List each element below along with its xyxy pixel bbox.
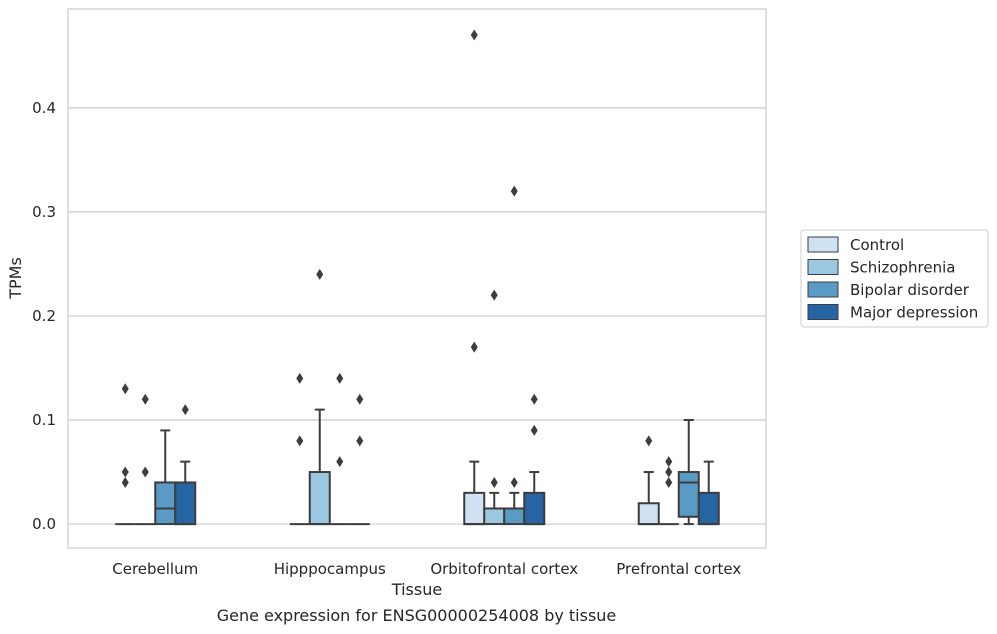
outlier-point xyxy=(510,185,518,197)
x-tick-label: Cerebellum xyxy=(112,560,198,578)
outlier-point xyxy=(665,456,673,468)
legend-label: Control xyxy=(850,236,904,254)
x-tick-label: Orbitofrontal cortex xyxy=(430,560,578,578)
box-control xyxy=(463,29,486,526)
y-tick-label: 0.0 xyxy=(32,515,56,533)
outlier-point xyxy=(336,456,344,468)
box-major-depression xyxy=(349,393,370,526)
plot-area-frame xyxy=(67,8,767,549)
legend-swatch xyxy=(807,304,839,320)
x-axis-ticks: Cerebellum Hipppocampus Orbitofrontal cort… xyxy=(112,560,741,578)
box-bipolar-disorder xyxy=(329,372,350,526)
outlier-point xyxy=(336,372,344,384)
outlier-point xyxy=(530,393,538,405)
box-body xyxy=(154,481,177,526)
outlier-point xyxy=(121,383,129,395)
outlier-point xyxy=(356,393,364,405)
box-schizophrenia xyxy=(658,456,679,526)
box-major-depression xyxy=(174,404,197,526)
y-tick-label: 0.3 xyxy=(32,203,56,221)
box-body xyxy=(697,491,720,526)
box-body xyxy=(174,481,197,526)
outlier-point xyxy=(316,268,324,280)
box-schizophrenia xyxy=(308,268,331,526)
legend-label: Major depression xyxy=(850,304,978,322)
outlier-point xyxy=(121,466,129,478)
y-axis-ticks: 0.0 0.1 0.2 0.3 0.4 xyxy=(32,99,56,533)
y-tick-label: 0.2 xyxy=(32,307,56,325)
box-plot-boxes xyxy=(115,29,720,526)
chart-caption: Gene expression for ENSG00000254008 by t… xyxy=(216,606,617,625)
box-control xyxy=(115,383,136,526)
x-tick-label: Prefrontal cortex xyxy=(616,560,741,578)
y-axis-title: TPMs xyxy=(6,257,25,300)
box-body xyxy=(463,491,486,526)
box-body xyxy=(677,471,700,518)
legend-label: Bipolar disorder xyxy=(850,281,970,299)
outlier-point xyxy=(356,435,364,447)
box-bipolar-disorder xyxy=(677,419,700,526)
box-control xyxy=(289,372,310,526)
y-tick-label: 0.4 xyxy=(32,99,56,117)
outlier-point xyxy=(296,435,304,447)
outlier-point xyxy=(470,29,478,41)
outlier-point xyxy=(141,466,149,478)
legend-label: Schizophrenia xyxy=(850,259,955,277)
box-major-depression xyxy=(697,460,720,526)
outlier-point xyxy=(665,476,673,488)
gridlines xyxy=(68,107,766,525)
box-control xyxy=(637,435,660,526)
outlier-point xyxy=(141,393,149,405)
box-major-depression xyxy=(523,393,546,526)
box-body xyxy=(308,471,331,526)
outlier-point xyxy=(490,289,498,301)
legend-swatch xyxy=(807,259,839,275)
x-tick-label: Hipppocampus xyxy=(274,560,386,578)
box-body xyxy=(637,502,660,526)
x-axis-title: Tissue xyxy=(391,580,442,599)
legend-frame xyxy=(800,229,989,328)
outlier-point xyxy=(665,466,673,478)
outlier-point xyxy=(645,435,653,447)
box-bipolar-disorder xyxy=(154,429,177,526)
outlier-point xyxy=(181,404,189,416)
outlier-point xyxy=(530,424,538,436)
box-bipolar-disorder xyxy=(503,185,526,526)
outlier-point xyxy=(296,372,304,384)
box-body xyxy=(523,491,546,526)
outlier-point xyxy=(470,341,478,353)
legend-swatch xyxy=(807,236,839,253)
legend: Control Schizophrenia Bipolar disorder Majo… xyxy=(800,229,989,328)
outlier-point xyxy=(121,476,129,488)
legend-swatch xyxy=(807,281,839,298)
box-body xyxy=(503,507,526,526)
outlier-point xyxy=(490,476,498,488)
box-body xyxy=(483,507,506,526)
box-schizophrenia xyxy=(483,289,506,526)
box-schizophrenia xyxy=(135,393,156,526)
outlier-point xyxy=(510,476,518,488)
y-tick-label: 0.1 xyxy=(32,411,56,429)
